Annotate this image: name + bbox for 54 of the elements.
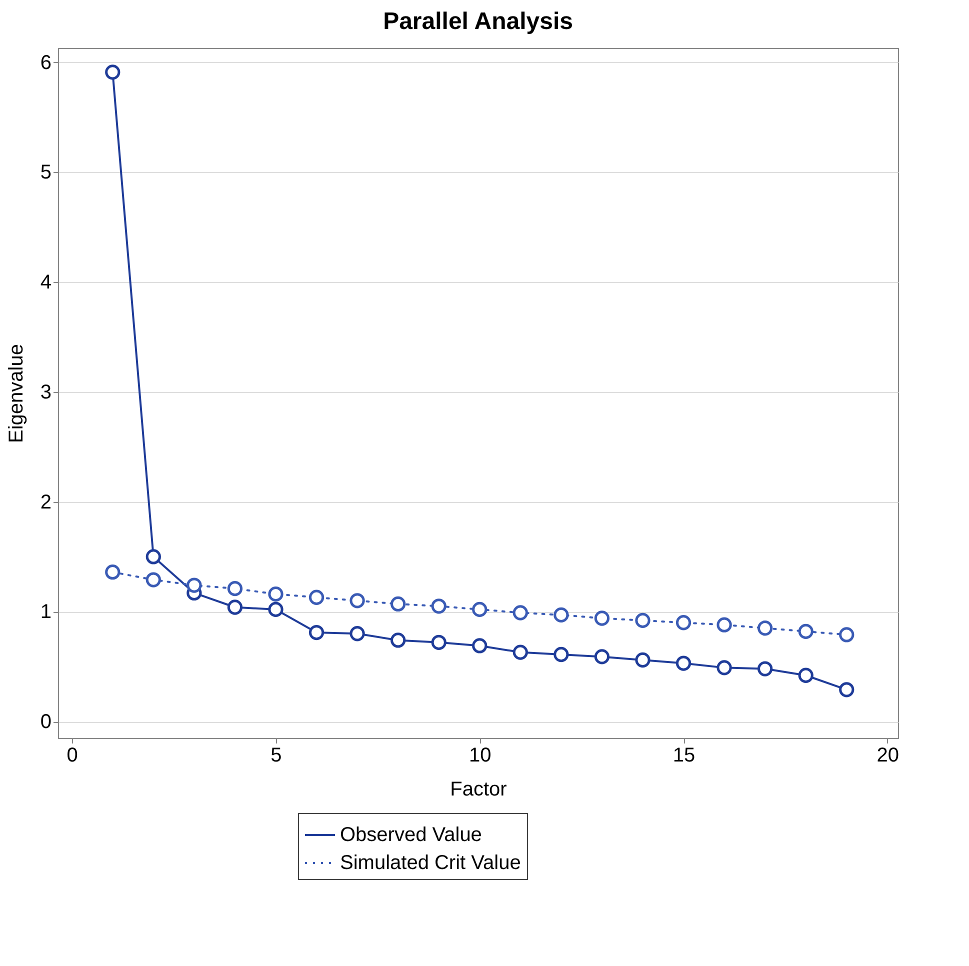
y-tick-label: 2 [40,491,52,514]
x-tick-label: 20 [876,744,900,766]
point [308,624,324,640]
point [350,626,365,642]
point [716,660,732,676]
point [594,649,610,664]
y-tick-label: 3 [40,381,52,404]
point [350,593,365,608]
point [146,549,161,564]
y-tick-label: 4 [40,272,52,294]
x-tick-label: 5 [270,744,282,766]
y-tick-label: 5 [40,162,52,184]
point [472,638,488,654]
point [839,627,854,642]
point [105,564,120,580]
point [757,661,773,676]
point [146,572,161,588]
point [839,682,854,698]
point [512,605,528,620]
point [268,602,284,618]
x-axis-title: Factor [450,778,508,800]
point [227,600,243,615]
x-tick-label: 0 [66,744,78,766]
point [227,581,243,596]
point [105,64,120,80]
point [798,624,814,639]
x-tick-label: 10 [469,744,492,766]
point [472,602,488,618]
point [390,632,406,648]
legend-label: Simulated Crit Value [340,852,521,874]
point [594,610,610,626]
y-tick-label: 0 [40,711,52,734]
y-tick-label: 6 [40,52,52,74]
point [757,620,773,636]
point [635,652,650,668]
point [676,656,692,671]
point [268,586,284,602]
point [431,598,446,614]
point [635,612,650,628]
point [554,646,569,662]
point [308,590,324,605]
point [676,615,692,630]
point [390,596,406,612]
x-tick-label: 15 [672,744,696,766]
chart-title: Parallel Analysis [383,8,573,35]
legend-label: Observed Value [340,824,482,846]
y-axis-title: Eigenvalue [5,344,28,443]
point [512,644,528,660]
point [431,634,446,650]
point [716,617,732,632]
y-tick-label: 1 [40,601,52,624]
point [554,607,569,623]
point [186,578,202,593]
point [798,668,814,683]
